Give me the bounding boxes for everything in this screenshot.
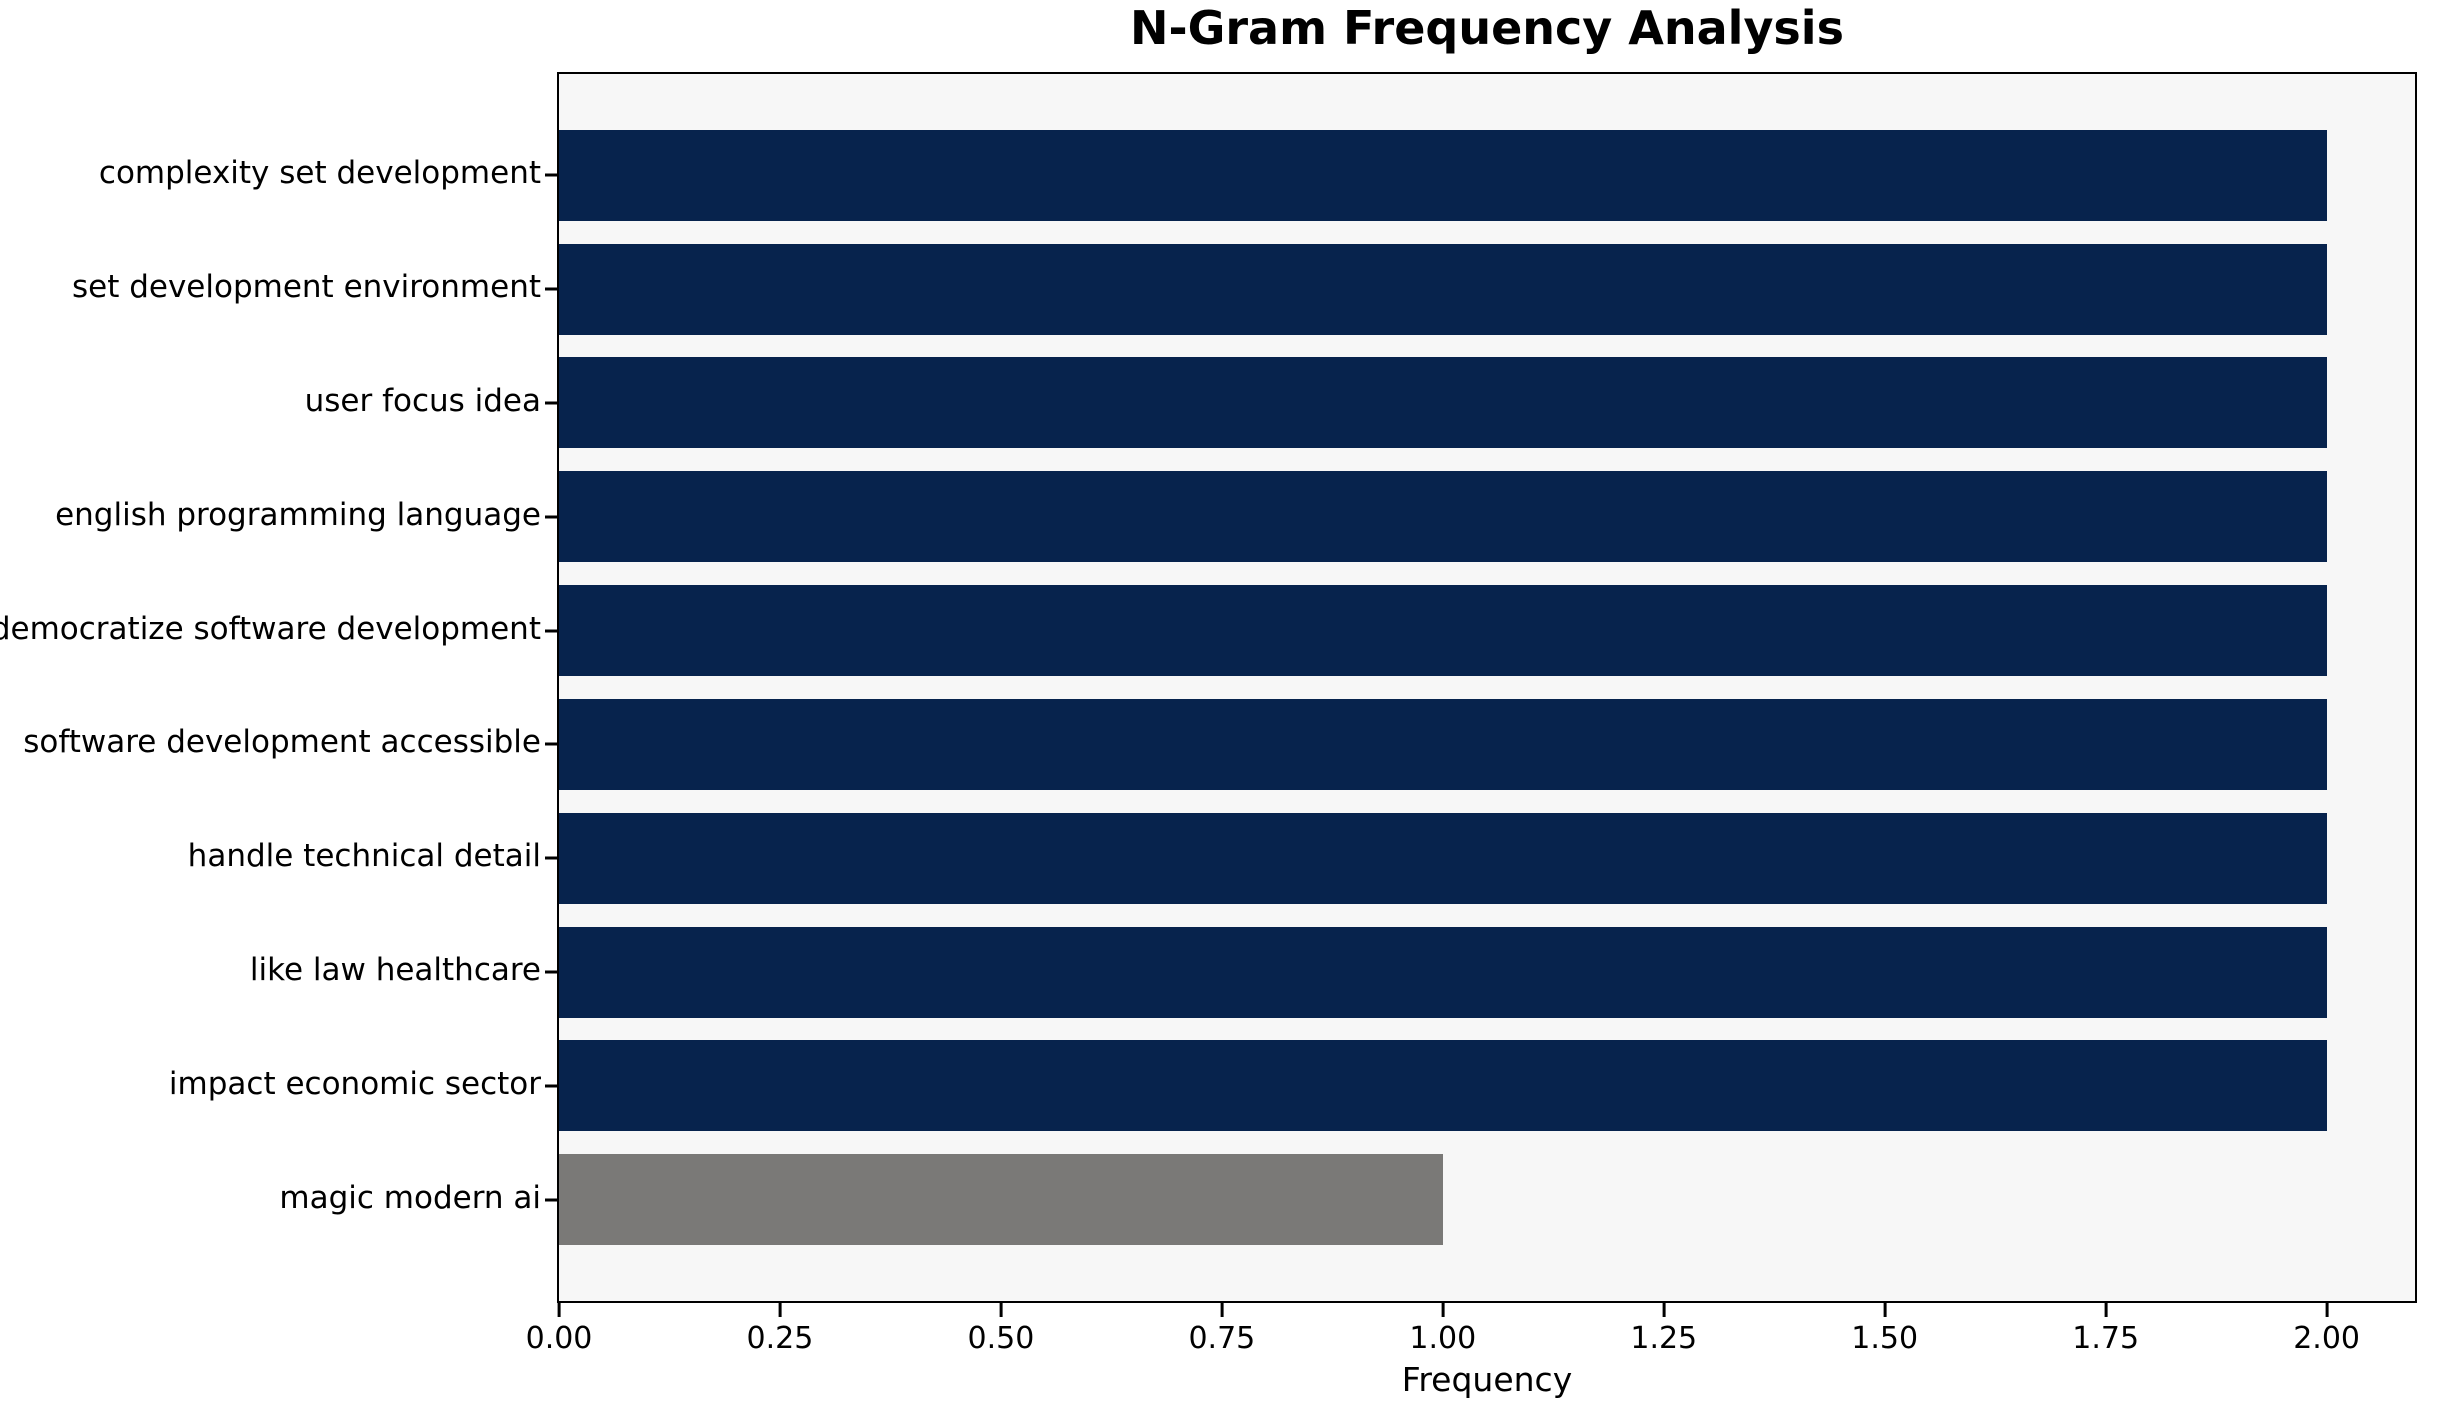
x-tick: 0.50 <box>967 1303 1034 1356</box>
bar-impact-economic-sector <box>559 1040 2327 1132</box>
x-tick-mark <box>1441 1303 1445 1317</box>
x-tick-mark <box>1662 1303 1666 1317</box>
y-label: english programming language <box>55 496 541 533</box>
x-tick-label: 2.00 <box>2293 1321 2361 1356</box>
bar-magic-modern-ai <box>559 1154 1443 1246</box>
y-label: complexity set development <box>98 155 541 192</box>
y-tick-mark <box>545 742 557 746</box>
x-tick-label: 0.00 <box>525 1321 593 1356</box>
y-label: software development accessible <box>23 724 541 761</box>
y-tick-mark <box>545 401 557 405</box>
y-tick-mark <box>545 515 557 519</box>
bar-complexity-set-development <box>559 129 2327 221</box>
bar-handle-technical-detail <box>559 812 2327 904</box>
y-tick-mark <box>545 1084 557 1088</box>
y-label: democratize software development <box>0 610 541 647</box>
x-tick-label: 1.00 <box>1409 1321 1477 1356</box>
bar-set-development-environment <box>559 243 2327 335</box>
y-label: impact economic sector <box>168 1065 541 1102</box>
y-tick-mark <box>545 856 557 860</box>
x-tick-label: 0.25 <box>746 1321 814 1356</box>
y-tick-mark <box>545 173 557 177</box>
y-label: set development environment <box>71 269 541 306</box>
x-tick: 1.50 <box>1851 1303 1918 1356</box>
x-tick: 0.25 <box>746 1303 814 1356</box>
x-axis-ticks: 0.00 0.25 0.50 0.75 1.00 1.25 1.50 1.75 2.00 <box>526 1303 2415 1363</box>
y-label: user focus idea <box>304 382 541 419</box>
bar-software-development-accessible <box>559 698 2327 790</box>
plot-area <box>545 72 2417 1303</box>
x-tick-label: 0.75 <box>1188 1321 1256 1356</box>
x-tick-mark <box>2104 1303 2108 1317</box>
x-axis-title: Frequency <box>1401 1360 1573 1399</box>
bar-user-focus-idea <box>559 357 2327 449</box>
x-tick: 0.00 <box>525 1303 593 1356</box>
bar-democratize-software-development <box>559 585 2327 677</box>
x-tick-label: 1.50 <box>1851 1321 1919 1356</box>
x-tick-label: 1.75 <box>2072 1321 2140 1356</box>
x-tick-mark <box>1220 1303 1224 1317</box>
x-tick-mark <box>778 1303 782 1317</box>
x-tick: 1.00 <box>1409 1303 1476 1356</box>
x-tick: 2.00 <box>2293 1303 2360 1356</box>
y-tick-mark <box>545 629 557 633</box>
x-tick: 1.25 <box>1630 1303 1697 1356</box>
bar-like-law-healthcare <box>559 926 2327 1018</box>
y-tick-mark <box>545 970 557 974</box>
y-label: handle technical detail <box>187 838 541 875</box>
y-label: magic modern ai <box>279 1179 541 1216</box>
x-tick-label: 1.25 <box>1630 1321 1698 1356</box>
y-axis-labels: complexity set development set developmen… <box>0 72 541 1303</box>
y-tick-mark <box>545 1198 557 1202</box>
bar-english-programming-language <box>559 471 2327 563</box>
x-tick-mark <box>557 1303 561 1317</box>
y-tick-mark <box>545 287 557 291</box>
x-tick-mark <box>1883 1303 1887 1317</box>
x-tick-mark <box>999 1303 1003 1317</box>
x-tick-label: 0.50 <box>967 1321 1035 1356</box>
x-tick-mark <box>2325 1303 2329 1317</box>
x-tick: 0.75 <box>1188 1303 1255 1356</box>
chart-title: N-Gram Frequency Analysis <box>1130 1 1844 55</box>
y-label: like law healthcare <box>249 952 541 989</box>
x-tick: 1.75 <box>2072 1303 2139 1356</box>
